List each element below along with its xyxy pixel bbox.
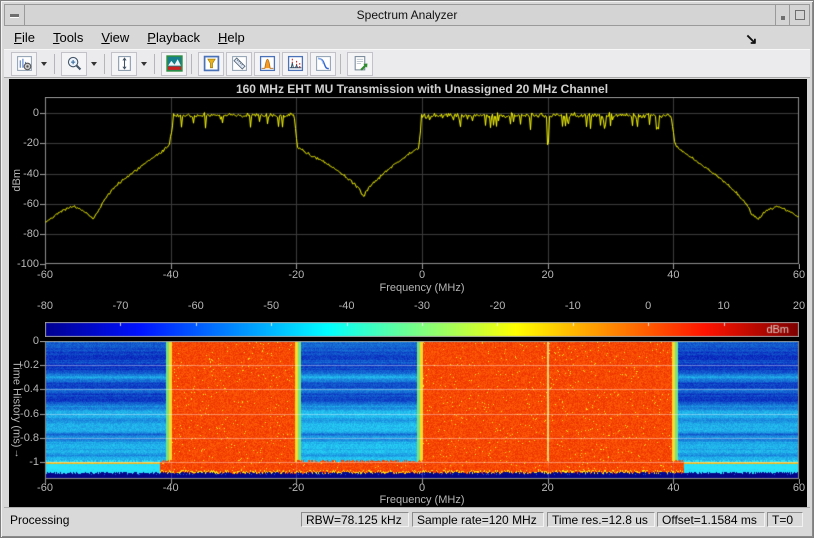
chevron-down-icon	[91, 62, 97, 66]
maximize-button[interactable]	[789, 5, 809, 25]
window-title: Spectrum Analyzer	[5, 5, 809, 25]
maximize-icon	[795, 10, 805, 20]
menu-item-help[interactable]: Help	[210, 27, 253, 48]
tick-label: -10	[553, 300, 593, 312]
spectrum-plot[interactable]	[40, 97, 800, 269]
plot-panel: 160 MHz EHT MU Transmission with Unassig…	[9, 79, 807, 507]
ccdf-measurements-icon	[315, 55, 332, 72]
ccdf-measurements-button[interactable]	[310, 52, 336, 76]
status-bar: Processing RBW=78.125 kHzSample rate=120…	[4, 507, 810, 536]
tick-label: -0.6	[9, 408, 39, 420]
tick-label: 20	[779, 300, 814, 312]
minimize-icon	[781, 16, 785, 20]
status-message: Processing	[10, 513, 69, 527]
tick-label: -40	[9, 168, 39, 180]
autoscale-y-button[interactable]	[111, 52, 137, 76]
tick-label: 40	[653, 269, 693, 281]
menu-item-tools[interactable]: Tools	[45, 27, 91, 48]
toolbar-separator	[54, 54, 55, 74]
distortion-measurements-button[interactable]	[282, 52, 308, 76]
spectrum-spectrogram-view-icon	[166, 55, 183, 72]
tick-label: 60	[779, 482, 814, 494]
window-menu-icon	[10, 14, 19, 17]
toolbar	[4, 49, 810, 78]
peak-finder-icon	[259, 55, 276, 72]
tick-label: 20	[528, 269, 568, 281]
spectrum-settings-icon	[16, 55, 33, 72]
tick-label: -60	[9, 198, 39, 210]
toolbar-separator	[340, 54, 341, 74]
colorbar[interactable]	[45, 322, 799, 337]
menu-item-view[interactable]: View	[93, 27, 137, 48]
chevron-down-icon	[41, 62, 47, 66]
tick-label: -40	[151, 269, 191, 281]
chevron-down-icon	[141, 62, 147, 66]
signal-statistics-button[interactable]	[226, 52, 252, 76]
tick-label: 10	[704, 300, 744, 312]
tick-label: -60	[25, 482, 65, 494]
distortion-measurements-icon	[287, 55, 304, 72]
autoscale-dropdown[interactable]	[137, 52, 150, 76]
tick-label: 0	[628, 300, 668, 312]
tick-label: -30	[402, 300, 442, 312]
spectrum-analyzer-window: Spectrum Analyzer FileToolsViewPlaybackH…	[0, 0, 814, 538]
zoom-in-button[interactable]	[61, 52, 87, 76]
menu-bar: FileToolsViewPlaybackHelp	[4, 26, 810, 50]
tick-label: -20	[477, 300, 517, 312]
tick-label: -60	[25, 269, 65, 281]
spectrum-spectrogram-view-button[interactable]	[161, 52, 187, 76]
zoom-in-icon	[66, 55, 83, 72]
tick-label: -80	[25, 300, 65, 312]
tick-label: -20	[276, 482, 316, 494]
tick-label: -20	[276, 269, 316, 281]
window-menu-button[interactable]	[5, 5, 25, 25]
autoscale-y-icon	[116, 55, 133, 72]
tick-label: -50	[251, 300, 291, 312]
tick-label: 0	[9, 107, 39, 119]
status-panel: Offset=1.1584 ms	[657, 512, 765, 527]
tick-label: 40	[653, 482, 693, 494]
spectrum-settings-dropdown[interactable]	[37, 52, 50, 76]
tick-label: -0.8	[9, 432, 39, 444]
tick-label: 60	[779, 269, 814, 281]
tick-label: -1	[9, 456, 39, 468]
tick-label: 20	[528, 482, 568, 494]
spectrogram-plot[interactable]	[40, 341, 800, 485]
tick-label: -20	[9, 137, 39, 149]
tick-label: -0.2	[9, 359, 39, 371]
toolbar-separator	[104, 54, 105, 74]
title-bar[interactable]: Spectrum Analyzer	[4, 4, 810, 26]
spectrum-plot-title: 160 MHz EHT MU Transmission with Unassig…	[45, 82, 799, 96]
spectrum-settings-button[interactable]	[11, 52, 37, 76]
tick-label: 0	[402, 482, 442, 494]
tick-label: 0	[402, 269, 442, 281]
tick-label: -70	[100, 300, 140, 312]
spectrum-xlabel: Frequency (MHz)	[45, 282, 799, 294]
tick-label: -0.4	[9, 383, 39, 395]
cursor-measurements-icon	[203, 55, 220, 72]
status-panel: T=0	[767, 512, 803, 527]
spectrogram-xlabel: Frequency (MHz)	[45, 494, 799, 506]
status-panel: Sample rate=120 MHz	[412, 512, 544, 527]
tick-label: -40	[327, 300, 367, 312]
menu-item-playback[interactable]: Playback	[139, 27, 208, 48]
tick-label: 0	[9, 335, 39, 347]
toolbar-separator	[154, 54, 155, 74]
export-script-button[interactable]	[347, 52, 373, 76]
peak-finder-button[interactable]	[254, 52, 280, 76]
export-script-icon	[352, 55, 369, 72]
tick-label: -60	[176, 300, 216, 312]
cursor-measurements-button[interactable]	[198, 52, 224, 76]
tick-label: -80	[9, 228, 39, 240]
toolbar-separator	[191, 54, 192, 74]
status-panel: Time res.=12.8 us	[547, 512, 655, 527]
menu-item-file[interactable]: File	[6, 27, 43, 48]
status-panel: RBW=78.125 kHz	[301, 512, 409, 527]
zoom-dropdown[interactable]	[87, 52, 100, 76]
minimize-button[interactable]	[775, 5, 789, 25]
tick-label: -40	[151, 482, 191, 494]
signal-statistics-icon	[231, 55, 248, 72]
